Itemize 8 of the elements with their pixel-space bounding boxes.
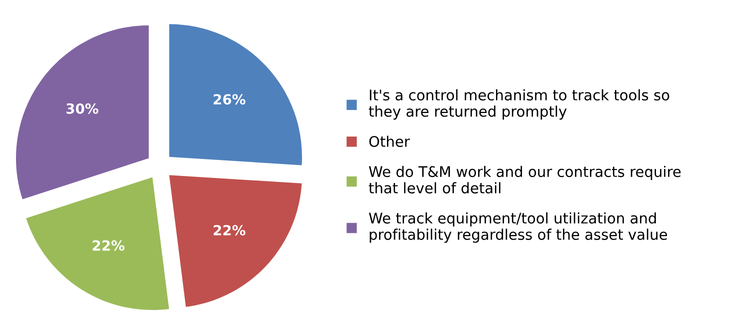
data-label: 30% (66, 103, 98, 114)
data-label: 22% (214, 224, 246, 236)
data-label: 22% (92, 240, 124, 251)
legend-label: We track equipment/tool utilization and profitability regardless of the asset value (368, 212, 668, 243)
data-label: 26% (214, 94, 246, 105)
legend-label: It's a control mechanism to track tools so they are returned promptly (368, 89, 670, 120)
legend-label: Other (369, 136, 410, 147)
legend-label: We do T&M work and our contracts require that level of detail (368, 166, 681, 194)
